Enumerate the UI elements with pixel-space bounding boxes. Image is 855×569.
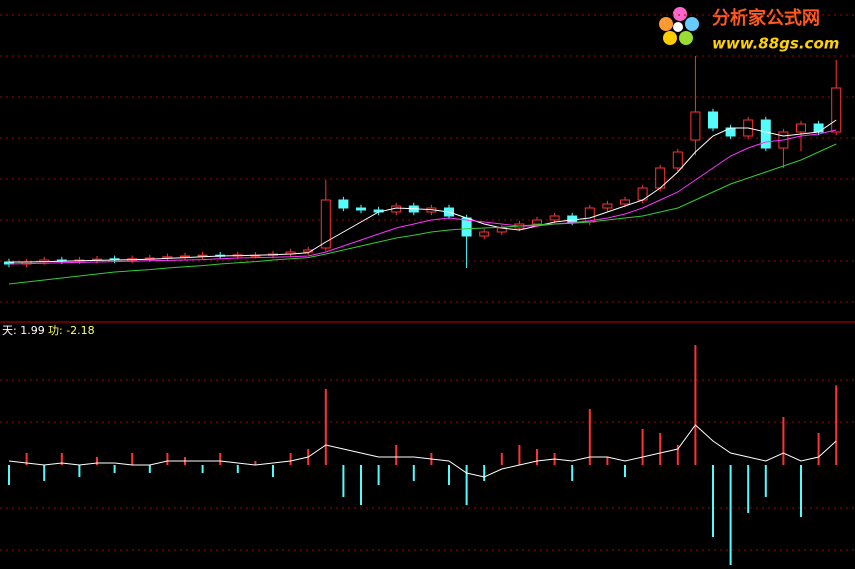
petal: [659, 17, 673, 31]
candle-body: [672, 151, 683, 169]
watermark-url: www.88gs.com: [712, 35, 839, 53]
candle-body: [356, 207, 366, 211]
candle-body: [320, 199, 331, 249]
moving-average: [9, 119, 837, 263]
center: [673, 22, 683, 32]
candle-body: [620, 199, 630, 205]
candle-body: [796, 123, 806, 133]
petal: [673, 7, 687, 21]
petal: [685, 17, 699, 31]
candle-body: [831, 87, 842, 133]
candle-body: [180, 255, 190, 258]
candle-body: [690, 111, 701, 141]
candle-body: [708, 111, 718, 129]
candle-body: [549, 215, 560, 221]
indicator-label: 功: -2.18: [48, 324, 95, 337]
candle-body: [197, 254, 208, 257]
candle-body: [303, 249, 314, 253]
candle-body: [479, 231, 490, 237]
candle-body: [532, 219, 542, 225]
candle-body: [338, 199, 349, 209]
moving-average: [8, 143, 837, 285]
moving-average: [8, 129, 837, 265]
indicator-label: 天: 1.99: [2, 324, 45, 337]
candle-body: [813, 123, 824, 133]
candle-body: [567, 215, 578, 223]
indicator-line: [8, 424, 837, 478]
candle-body: [602, 203, 613, 209]
watermark-title: 分析家公式网: [712, 7, 820, 29]
petal: [663, 31, 677, 45]
petal: [679, 31, 693, 45]
logo: [659, 7, 699, 45]
candle-body: [760, 119, 771, 149]
